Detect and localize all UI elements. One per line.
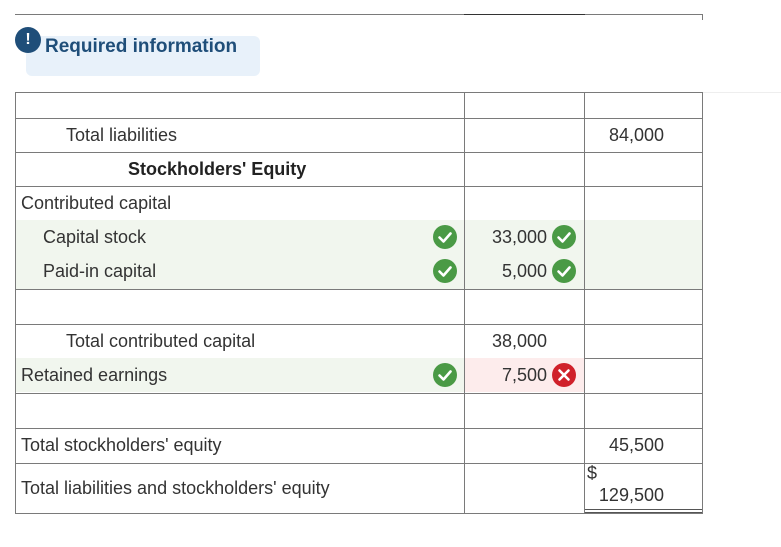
table-row-blank	[15, 92, 703, 119]
column-divider	[464, 92, 465, 514]
retained-earnings-label-cell	[15, 358, 464, 392]
table-row-contributed-capital: Contributed capital	[15, 186, 703, 221]
balance-sheet-table: Total liabilities 84,000 Stockholders' E…	[15, 92, 703, 514]
required-information-title: Required information	[45, 36, 238, 57]
table-row-paid-in-capital: Paid-in capital 5,000	[15, 254, 703, 290]
required-information-banner[interactable]: Required information	[26, 36, 260, 76]
capital-stock-label[interactable]: Capital stock	[43, 227, 147, 247]
table-row-blank	[15, 289, 703, 325]
table-row-equity-heading: Stockholders' Equity	[15, 152, 703, 187]
column-divider	[15, 92, 16, 514]
total-liabilities-total[interactable]: 84,000	[608, 125, 664, 145]
check-circle-icon	[433, 363, 457, 387]
table-row-retained-earnings: Retained earnings 7,500	[15, 358, 703, 394]
check-circle-icon	[552, 259, 576, 283]
total-contributed-capital-label: Total contributed capital	[66, 331, 256, 351]
paid-in-capital-label[interactable]: Paid-in capital	[43, 261, 157, 281]
table-row-capital-stock: Capital stock 33,000	[15, 220, 703, 255]
contributed-capital-label: Contributed capital	[21, 193, 172, 213]
retained-earnings-label[interactable]: Retained earnings	[21, 365, 168, 385]
top-border-tick	[702, 14, 703, 20]
total-contributed-capital-amount[interactable]: 38,000	[491, 331, 547, 351]
column-divider	[584, 92, 585, 514]
paid-in-capital-amount[interactable]: 5,000	[501, 261, 547, 281]
top-border-left	[15, 14, 464, 15]
retained-earnings-amount[interactable]: 7,500	[501, 365, 547, 385]
check-circle-icon	[433, 225, 457, 249]
currency-symbol: $	[587, 463, 598, 483]
check-circle-icon	[552, 225, 576, 249]
table-row-total-liabilities: Total liabilities 84,000	[15, 118, 703, 153]
column-divider	[702, 92, 703, 514]
total-stockholders-equity-label: Total stockholders' equity	[21, 435, 222, 455]
table-row-total-contributed-capital: Total contributed capital 38,000	[15, 324, 703, 359]
table-row-blank	[15, 393, 703, 429]
table-row-total-stockholders-equity: Total stockholders' equity 45,500	[15, 428, 703, 464]
double-underline	[585, 509, 702, 513]
table-row-total-liabilities-and-equity: Total liabilities and stockholders' equi…	[15, 463, 703, 514]
x-circle-icon	[552, 363, 576, 387]
top-border-right	[585, 14, 702, 15]
total-liabilities-and-equity-label: Total liabilities and stockholders' equi…	[21, 478, 330, 498]
total-liabilities-and-equity-total[interactable]: 129,500	[598, 485, 664, 505]
alert-icon: !	[15, 27, 41, 53]
total-stockholders-equity-total[interactable]: 45,500	[608, 435, 664, 455]
equity-heading: Stockholders' Equity	[128, 159, 307, 179]
total-liabilities-label: Total liabilities	[66, 125, 178, 145]
top-border-mid	[464, 14, 585, 15]
check-circle-icon	[433, 259, 457, 283]
capital-stock-amount[interactable]: 33,000	[491, 227, 547, 247]
